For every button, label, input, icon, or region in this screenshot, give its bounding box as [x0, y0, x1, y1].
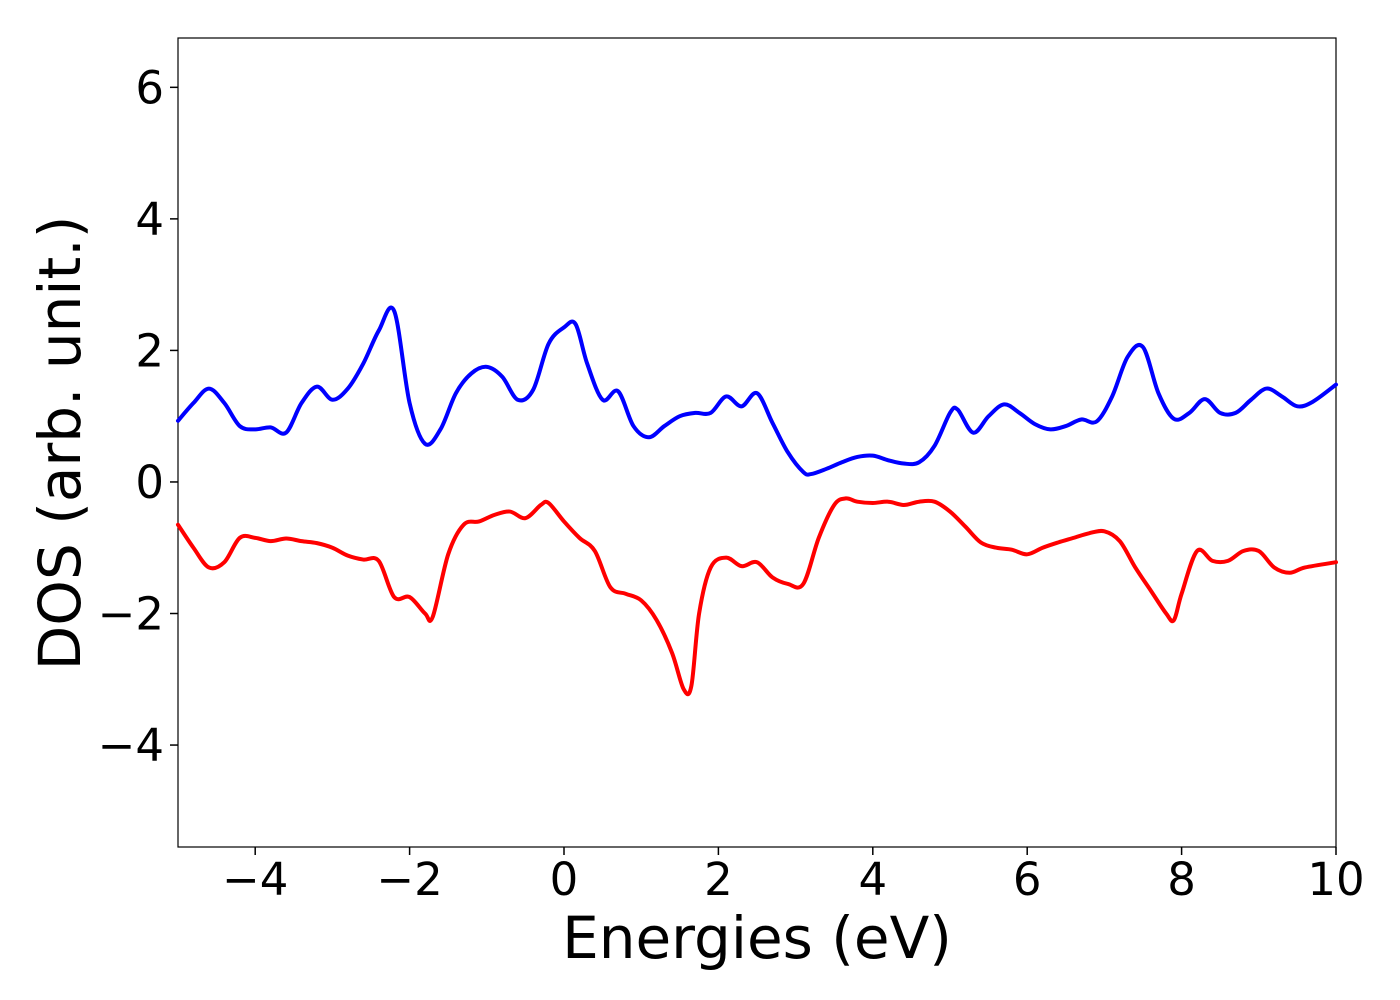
y-tick-label: −2	[98, 588, 164, 641]
x-tick-label: 10	[1307, 853, 1364, 906]
y-axis-label: DOS (arb. unit.)	[26, 216, 94, 671]
x-axis-ticks: −4 −2 0 2 4 6 8 10	[222, 847, 1365, 906]
x-axis-label: Energies (eV)	[562, 904, 952, 972]
y-tick-label: 2	[135, 324, 164, 377]
x-tick-label: 0	[550, 853, 579, 906]
x-tick-label: 8	[1167, 853, 1196, 906]
x-tick-label: −2	[376, 853, 442, 906]
series-line-1	[176, 305, 1338, 477]
series-line-2	[176, 496, 1338, 697]
plot-area	[177, 37, 1337, 848]
y-tick-label: 6	[135, 61, 164, 114]
x-tick-label: 6	[1013, 853, 1042, 906]
series-layer	[176, 305, 1338, 697]
x-tick-label: −4	[222, 853, 288, 906]
plot-frame	[177, 37, 1337, 848]
x-tick-label: 2	[704, 853, 733, 906]
y-tick-label: −4	[98, 719, 164, 772]
y-tick-label: 4	[135, 193, 164, 246]
y-tick-label: 0	[135, 456, 164, 509]
x-tick-label: 4	[858, 853, 887, 906]
y-axis-ticks: −4 −2 0 2 4 6	[98, 61, 178, 772]
